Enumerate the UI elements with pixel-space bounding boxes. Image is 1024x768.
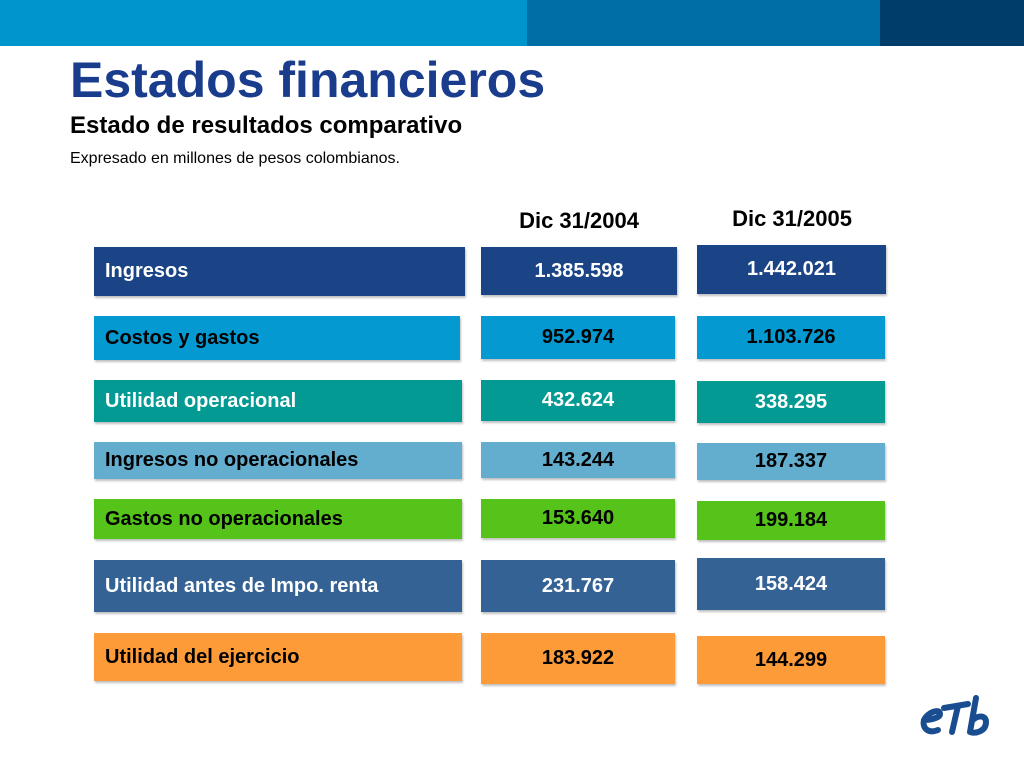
value-2005-ingresos: 1.442.021 — [697, 245, 886, 294]
row-label-utilidad-del-ejercicio: Utilidad del ejercicio — [94, 633, 462, 681]
column-header-2004: Dic 31/2004 — [519, 208, 639, 233]
value-2005-ingresos-no-operacionales: 187.337 — [697, 443, 885, 480]
row-label-costos-y-gastos: Costos y gastos — [94, 316, 460, 360]
value-2005-costos-y-gastos: 1.103.726 — [697, 316, 885, 359]
row-label-utilidad-antes-impo-renta: Utilidad antes de Impo. renta — [94, 560, 462, 612]
value-2004-utilidad-operacional: 432.624 — [481, 380, 675, 421]
etb-logo-icon — [920, 695, 989, 736]
value-2005-utilidad-antes-impo-renta: 158.424 — [697, 558, 885, 610]
column-header-2005: Dic 31/2005 — [732, 206, 852, 231]
row-label-gastos-no-operacionales: Gastos no operacionales — [94, 499, 462, 539]
value-2005-utilidad-del-ejercicio: 144.299 — [697, 636, 885, 684]
top-banner-segment-light — [0, 0, 527, 46]
units-note: Expresado en millones de pesos colombian… — [70, 150, 400, 167]
value-2004-costos-y-gastos: 952.974 — [481, 316, 675, 359]
value-2005-gastos-no-operacionales: 199.184 — [697, 501, 885, 540]
top-banner-segment-dark — [880, 0, 1024, 46]
top-banner-segment-mid — [527, 0, 880, 46]
top-banner — [0, 0, 1024, 46]
slide-title: Estados financieros — [70, 52, 546, 108]
row-label-utilidad-operacional: Utilidad operacional — [94, 380, 462, 422]
value-2004-ingresos-no-operacionales: 143.244 — [481, 442, 675, 478]
value-2004-ingresos: 1.385.598 — [481, 247, 677, 295]
value-2005-utilidad-operacional: 338.295 — [697, 381, 885, 423]
value-2004-utilidad-del-ejercicio: 183.922 — [481, 633, 675, 684]
row-label-ingresos-no-operacionales: Ingresos no operacionales — [94, 442, 462, 479]
slide-subtitle: Estado de resultados comparativo — [70, 112, 463, 139]
row-label-ingresos: Ingresos — [94, 247, 465, 296]
value-2004-utilidad-antes-impo-renta: 231.767 — [481, 560, 675, 612]
value-2004-gastos-no-operacionales: 153.640 — [481, 499, 675, 538]
